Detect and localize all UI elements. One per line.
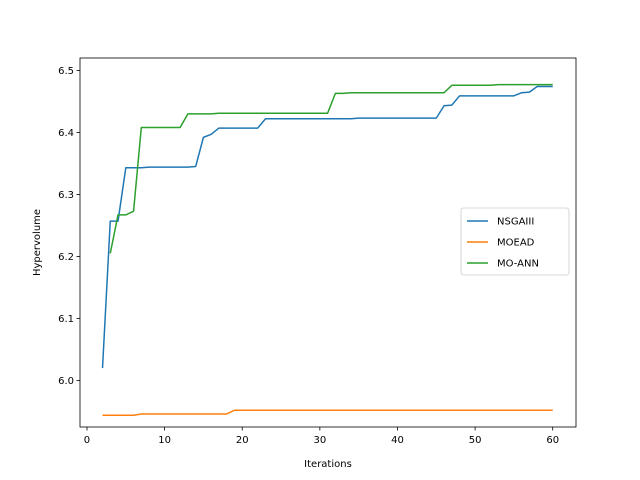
y-tick-label: 6.1: [58, 314, 74, 325]
series-line-moead: [102, 409, 553, 416]
x-tick-label: 30: [313, 435, 326, 446]
y-tick-label: 6.2: [58, 252, 74, 263]
x-tick-label: 60: [546, 435, 559, 446]
x-tick-label: 40: [391, 435, 404, 446]
legend-box: [460, 207, 570, 276]
legend-label-moead: MOEAD: [497, 238, 535, 249]
axes-frame: [79, 57, 577, 428]
x-axis-label: Iterations: [304, 459, 352, 470]
y-tick-label: 6.4: [58, 128, 74, 139]
y-axis-label: Hypervolume: [32, 209, 43, 276]
x-axis-ticks: 0 10 20 30 40 50 60: [84, 427, 559, 446]
y-tick-label: 6.3: [58, 190, 74, 201]
series-line-mo-ann: [109, 83, 553, 254]
x-tick-label: 0: [84, 435, 90, 446]
series-line-nsgaiii: [101, 85, 553, 369]
y-tick-label: 6.5: [58, 66, 74, 77]
legend: NSGAIII MOEAD MO-ANN: [460, 207, 570, 276]
series-layer: [101, 83, 553, 416]
y-tick-label: 6.0: [58, 376, 74, 387]
x-tick-label: 20: [236, 435, 249, 446]
x-tick-label: 50: [469, 435, 482, 446]
legend-label-nsgaiii: NSGAIII: [497, 217, 534, 228]
y-axis-ticks: 6.0 6.1 6.2 6.3 6.4 6.5: [58, 66, 80, 387]
legend-label-mo-ann: MO-ANN: [497, 259, 539, 270]
x-tick-label: 10: [158, 435, 171, 446]
